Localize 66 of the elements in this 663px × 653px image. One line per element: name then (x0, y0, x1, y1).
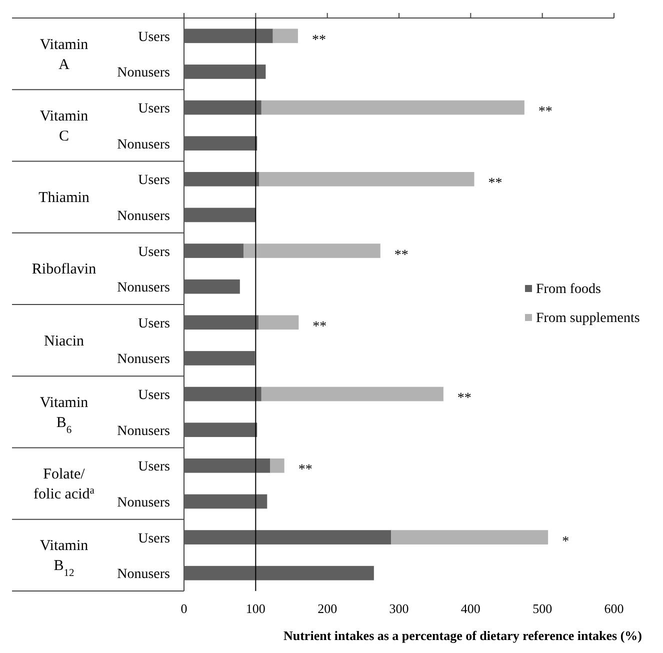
text: Vitamin C (40, 108, 89, 144)
x-tick-label: 600 (604, 601, 624, 616)
annotation: ** (394, 248, 408, 263)
annotation: ** (538, 104, 552, 120)
bar (184, 208, 256, 222)
bar (184, 172, 260, 186)
annotation: * (562, 534, 570, 550)
bar (184, 566, 374, 580)
bar (259, 172, 474, 186)
x-tick-label: 0 (180, 601, 188, 616)
y-tick-label: Users (138, 173, 170, 188)
bar (243, 244, 380, 258)
annotation: ** (298, 462, 312, 478)
bar (184, 28, 273, 44)
x-tick-label: 400 (460, 601, 480, 616)
y-tick-label: Users (138, 102, 170, 117)
text: Vitamin B$_{6}$ (40, 394, 89, 436)
bar (184, 136, 258, 151)
x-tick-label: 300 (389, 601, 409, 616)
x-tick-label: 500 (532, 601, 552, 616)
y-tick-label: Users (138, 460, 170, 475)
y-tick-label: Users (138, 388, 170, 404)
y-tick-label: Nonusers (117, 352, 170, 368)
bar (184, 100, 262, 115)
y-tick-label: Users (138, 30, 170, 45)
bar (272, 28, 298, 44)
x-tick-label: 100 (246, 601, 266, 616)
bar (261, 386, 444, 402)
y-tick-label: Users (138, 316, 170, 332)
bar (391, 530, 548, 544)
annotation: ** (457, 391, 472, 406)
text: Vitamin A (40, 36, 89, 73)
bar (184, 315, 259, 330)
text: Folate/ folic acid$^{a}$ (34, 466, 95, 503)
bar (270, 458, 284, 473)
bar (184, 458, 270, 473)
bar (258, 315, 299, 330)
text: Riboflavin (32, 262, 97, 278)
bar (261, 100, 524, 115)
text: Thiamin (38, 190, 90, 206)
x-tick-label: 200 (318, 601, 338, 616)
legend-label: From supplements (536, 311, 640, 326)
y-tick-label: Users (138, 531, 170, 546)
text: Niacin (44, 333, 84, 350)
y-tick-label: Nonusers (117, 280, 170, 296)
y-tick-label: Nonusers (117, 66, 170, 81)
bar (184, 64, 266, 79)
bar (184, 244, 244, 258)
text: Vitamin B$_{12}$ (40, 538, 89, 579)
bar (184, 279, 240, 294)
bar (184, 422, 258, 438)
annotation: ** (312, 32, 326, 48)
annotation: ** (312, 319, 327, 334)
bar (184, 386, 262, 402)
y-tick-label: Nonusers (117, 567, 170, 582)
annotation: ** (488, 176, 502, 192)
bar (184, 530, 392, 544)
bar (184, 351, 255, 366)
y-tick-label: Nonusers (117, 137, 170, 152)
y-tick-label: Nonusers (117, 424, 170, 439)
y-tick-label: Users (138, 244, 170, 260)
bar (184, 494, 268, 509)
x-axis-title: Nutrient intakes as a percentage of dietary reference intakes (%) (283, 628, 642, 643)
y-tick-label: Nonusers (117, 495, 170, 510)
y-tick-label: Nonusers (117, 208, 170, 224)
legend-label: From foods (536, 282, 601, 297)
